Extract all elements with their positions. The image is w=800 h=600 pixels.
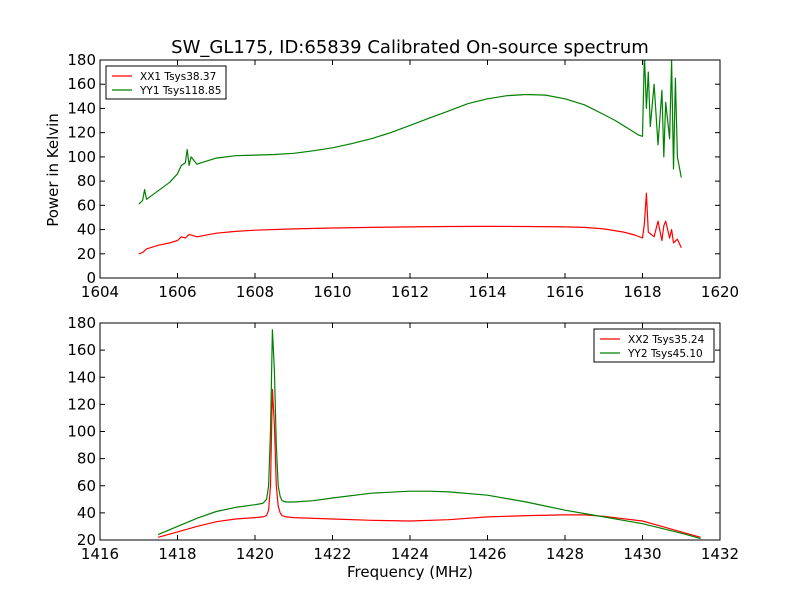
y-tick-label: 100: [67, 423, 96, 441]
legend-box: [593, 328, 715, 363]
series-line-xx: [138, 192, 682, 255]
legend-label: XX1 Tsys38.37: [140, 71, 216, 83]
x-tick-label: 1616: [546, 283, 584, 301]
legend-label: YY1 Tsys118.85: [139, 85, 221, 97]
y-tick-label: 40: [77, 504, 96, 522]
y-tick-label: 180: [67, 51, 96, 69]
y-tick-label: 160: [67, 75, 96, 93]
x-tick-label: 1608: [236, 283, 274, 301]
x-tick-label: 1606: [158, 283, 196, 301]
x-tick-label: 1424: [391, 545, 429, 563]
x-tick-label: 1604: [81, 283, 119, 301]
chart-title: SW_GL175, ID:65839 Calibrated On-source …: [171, 37, 649, 58]
bottom-axes: 1416 1418 1420 1422 1424 1426 1428 1430 1432 20 40…: [67, 314, 739, 563]
x-tick-label: 1618: [623, 283, 661, 301]
y-tick-label: 140: [67, 368, 96, 386]
y-tick-label: 100: [67, 148, 96, 166]
x-axis-label: Frequency (MHz): [347, 563, 473, 581]
top-axes: 1604 1606 1608 1610 1612 1614 1616 1618 1620 0 20 4…: [67, 51, 739, 301]
series-line-yy: [138, 60, 682, 205]
legend-box: [105, 65, 227, 100]
x-tick-label: 1420: [236, 545, 274, 563]
x-tick-label: 1610: [313, 283, 351, 301]
y-tick-label: 60: [77, 196, 96, 214]
plot-area: [138, 60, 682, 255]
x-tick-label: 1614: [468, 283, 506, 301]
legend-label: YY2 Tsys45.10: [627, 348, 703, 360]
y-tick-label: 80: [77, 172, 96, 190]
x-tick-label: 1612: [391, 283, 429, 301]
y-tick-label: 20: [77, 245, 96, 263]
y-tick-label: 0: [86, 269, 96, 287]
y-tick-label: 60: [77, 477, 96, 495]
y-tick-label: 120: [67, 395, 96, 413]
plot-area: [157, 329, 701, 540]
x-tick-label: 1430: [623, 545, 661, 563]
x-tick-label: 1416: [81, 545, 119, 563]
legend: XX1 Tsys38.37 YY1 Tsys118.85: [105, 65, 227, 100]
y-tick-label: 80: [77, 450, 96, 468]
y-tick-label: 120: [67, 124, 96, 142]
x-tick-label: 1428: [546, 545, 584, 563]
x-tick-label: 1422: [313, 545, 351, 563]
y-tick-label: 40: [77, 221, 96, 239]
y-tick-label: 180: [67, 314, 96, 332]
y-tick-label: 20: [77, 531, 96, 549]
x-tick-label: 1432: [701, 545, 739, 563]
series-line-yy: [157, 329, 701, 540]
series-line-xx: [157, 388, 701, 538]
y-tick-label: 140: [67, 99, 96, 117]
legend-label: XX2 Tsys35.24: [628, 334, 705, 346]
y-axis-label: Power in Kelvin: [44, 113, 62, 227]
x-tick-label: 1426: [468, 545, 506, 563]
x-tick-label: 1620: [701, 283, 739, 301]
y-tick-label: 160: [67, 341, 96, 359]
x-tick-label: 1418: [158, 545, 196, 563]
legend: XX2 Tsys35.24 YY2 Tsys45.10: [593, 328, 715, 363]
